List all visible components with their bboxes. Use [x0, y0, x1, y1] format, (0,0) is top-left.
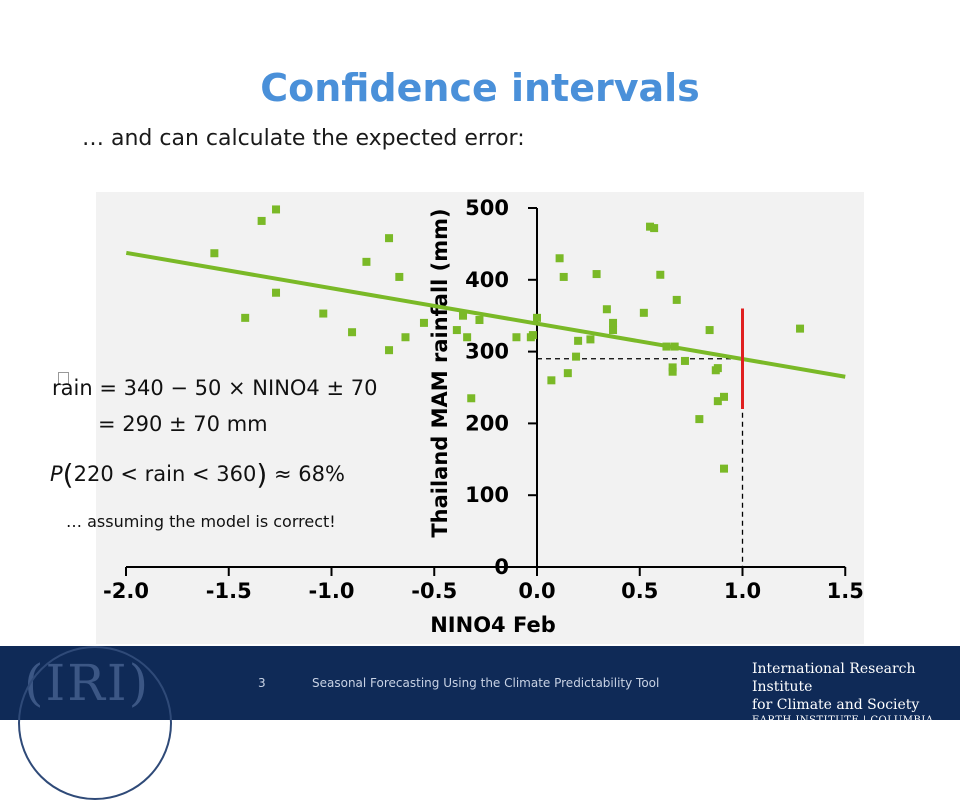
x-tick-label: 1.0	[724, 579, 761, 603]
data-point	[668, 363, 677, 372]
chart-background	[96, 192, 864, 644]
data-point	[656, 270, 665, 279]
org-line-2: for Climate and Society	[752, 697, 920, 713]
data-point	[385, 346, 394, 355]
data-point	[609, 318, 618, 327]
probability-equation: P(220 < rain < 360) ≈ 68%	[50, 458, 345, 491]
y-tick-label: 200	[465, 411, 509, 435]
data-point	[713, 397, 722, 406]
footer-title: Seasonal Forecasting Using the Climate P…	[312, 676, 660, 690]
data-point	[720, 392, 729, 401]
slide-subtitle: … and can calculate the expected error:	[82, 126, 525, 151]
data-point	[720, 464, 729, 473]
x-tick-label: -1.5	[206, 579, 252, 603]
data-point	[475, 316, 484, 325]
y-tick-label: 0	[494, 555, 509, 579]
data-point	[348, 328, 357, 337]
y-tick-label: 300	[465, 340, 509, 364]
footer-bar: (IRI) 3 Seasonal Forecasting Using the C…	[0, 646, 960, 800]
data-point	[672, 295, 681, 304]
x-tick-label: 0.0	[518, 579, 555, 603]
data-point	[609, 326, 618, 335]
data-point	[401, 333, 410, 342]
data-point	[555, 254, 564, 263]
scatter-chart: -2.0 -1.5 -1.0 -0.5 0.0 0.5 1.0 1.5 0 100 200 300 40…	[103, 196, 864, 637]
probability-interval: 220 < rain < 360	[73, 462, 257, 486]
page-number: 3	[258, 676, 266, 690]
probability-symbol: P	[50, 462, 63, 486]
data-point	[572, 352, 581, 361]
data-point	[796, 324, 805, 333]
data-point	[467, 394, 476, 403]
data-point	[695, 415, 704, 424]
prediction-equation: = 290 ± 70 mm	[98, 412, 268, 436]
data-point	[668, 367, 677, 376]
y-axis-label: Thailand MAM rainfall (mm)	[428, 208, 452, 537]
slide-title: Confidence intervals	[260, 66, 700, 110]
data-point	[563, 369, 572, 378]
probability-result: ≈ 68%	[273, 462, 345, 486]
data-point	[452, 326, 461, 335]
data-point	[574, 336, 583, 345]
x-tick-label: -2.0	[103, 579, 149, 603]
y-tick-label: 400	[465, 268, 509, 292]
y-tick-label: 100	[465, 483, 509, 507]
x-tick-label: -1.0	[309, 579, 355, 603]
x-tick-label: 0.5	[621, 579, 658, 603]
data-point	[463, 333, 472, 342]
data-point	[533, 313, 541, 322]
org-line-3: EARTH INSTITUTE | COLUMBIA UNIVERSITY	[752, 715, 934, 740]
image-placeholder-icon	[58, 372, 69, 385]
organization-name: International Research Institute for Cli…	[752, 660, 960, 742]
x-tick-label: -0.5	[411, 579, 457, 603]
data-point	[650, 224, 659, 233]
x-tick-label: 1.5	[827, 579, 864, 603]
data-point	[272, 205, 281, 214]
data-point	[257, 216, 266, 225]
data-point	[512, 333, 521, 342]
y-tick-label: 500	[465, 196, 509, 220]
data-point	[713, 364, 722, 373]
data-point	[705, 326, 714, 335]
data-point	[559, 272, 568, 281]
x-axis-label: NINO4 Feb	[430, 613, 556, 637]
data-point	[528, 331, 537, 340]
data-point	[586, 335, 595, 344]
data-point	[385, 234, 394, 243]
logo-ring-icon	[18, 646, 172, 800]
iri-logo: (IRI)	[18, 646, 172, 800]
org-line-1: International Research Institute	[752, 661, 916, 695]
data-point	[419, 318, 428, 327]
data-point	[272, 288, 281, 297]
data-point	[639, 308, 648, 317]
data-point	[602, 305, 611, 314]
data-point	[210, 249, 219, 258]
regression-equation: rain = 340 − 50 × NINO4 ± 70	[52, 376, 378, 400]
data-point	[680, 356, 689, 365]
data-point	[241, 313, 250, 322]
data-point	[592, 270, 601, 279]
data-point	[646, 222, 655, 231]
regression-line	[125, 250, 846, 379]
model-assumption-note: … assuming the model is correct!	[66, 512, 336, 531]
data-point	[459, 311, 468, 320]
data-point	[319, 309, 328, 318]
data-point	[362, 257, 371, 266]
data-point	[395, 272, 404, 281]
data-point	[547, 376, 556, 385]
